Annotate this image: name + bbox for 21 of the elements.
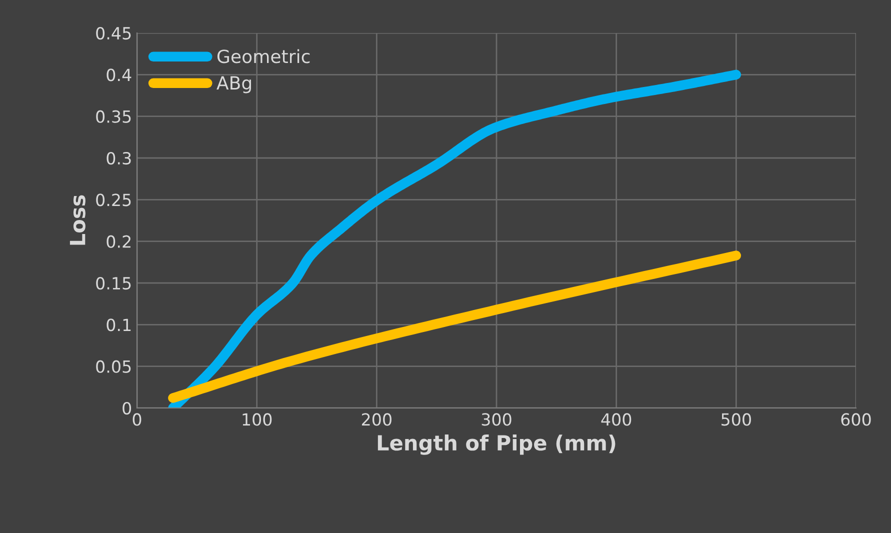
x-tick-label: 600 bbox=[841, 413, 871, 426]
x-tick-label: 100 bbox=[242, 413, 272, 426]
y-tick-label: 0.45 bbox=[96, 26, 131, 40]
x-tick-label: 0 bbox=[132, 413, 142, 426]
y-tick-label: 0 bbox=[122, 402, 132, 415]
y-tick-label: 0.25 bbox=[96, 194, 131, 206]
y-tick-label: 0.3 bbox=[106, 152, 131, 165]
y-tick-label: 0.4 bbox=[106, 68, 132, 82]
y-tick-label: 0.05 bbox=[96, 360, 131, 373]
x-axis-title: Length of Pipe (mm) bbox=[378, 434, 616, 455]
x-tick-label: 400 bbox=[601, 413, 632, 426]
x-tick-label: 200 bbox=[362, 413, 392, 426]
x-tick-label: 500 bbox=[722, 413, 751, 426]
y-tick-label: 0.15 bbox=[96, 276, 131, 290]
legend-label: ABg bbox=[216, 76, 252, 94]
y-tick-label: 0.1 bbox=[106, 318, 131, 332]
y-axis-title: Loss bbox=[70, 195, 86, 245]
y-tick-label: 0.2 bbox=[106, 235, 130, 248]
y-tick-label: 0.35 bbox=[96, 110, 131, 123]
x-tick-label: 300 bbox=[482, 413, 512, 426]
legend-label: Geometric bbox=[217, 49, 310, 64]
